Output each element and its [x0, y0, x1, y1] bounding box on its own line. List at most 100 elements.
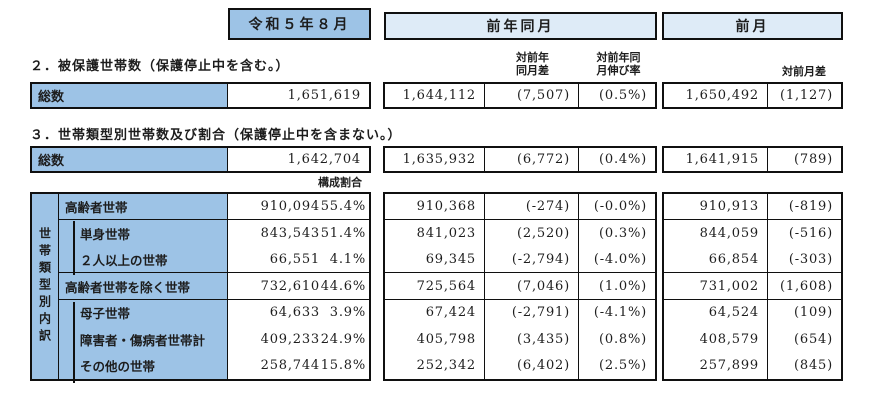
- prev-month-count-cell: 844,059: [664, 220, 768, 247]
- share-cell: 51.4%: [320, 226, 366, 242]
- prev-year-diff-cell: (7,507): [485, 84, 579, 107]
- column-header-prev-month-diff: 対前月差: [782, 65, 826, 78]
- prev-year-count-cell: 725,564: [385, 273, 485, 299]
- current-count-cell: 910,094: [260, 199, 320, 215]
- table-row: 69,345 (-2,794) (-4.0%): [385, 246, 655, 274]
- share-cell: 44.6%: [320, 278, 366, 294]
- table-row: 252,342 (6,402) (2.5%): [385, 352, 655, 379]
- prev-year-rate-cell: (-4.1%): [593, 305, 647, 321]
- current-count-cell: 1,642,704: [287, 152, 361, 167]
- prev-year-rate-cell: (0.3%): [599, 226, 647, 242]
- prev-month-count-cell: 731,002: [664, 273, 768, 299]
- row-label: 高齢者世帯を除く世帯: [59, 273, 228, 299]
- table-row: 731,002 (1,608): [664, 273, 841, 300]
- prev-year-diff-cell: (2,520): [485, 220, 579, 247]
- prev-year-diff-cell: (-2,794): [485, 246, 579, 273]
- current-count-cell: 843,543: [260, 226, 320, 242]
- prev-year-diff-cell: (7,046): [485, 273, 579, 299]
- prev-year-rate-cell: (2.5%): [599, 358, 647, 374]
- section3-prev-month-block: 1,641,915 (789): [662, 146, 843, 173]
- prev-month-diff-cell: (-819): [788, 199, 833, 215]
- prev-year-count-cell: 910,368: [385, 194, 485, 220]
- share-cell: 24.9%: [320, 331, 366, 347]
- table-row: 67,424 (-2,791) (-4.1%): [385, 299, 655, 327]
- row-label: 高齢者世帯: [59, 194, 228, 220]
- table-row: 725,564 (7,046) (1.0%): [385, 273, 655, 300]
- prev-month-count-cell: 910,913: [664, 194, 768, 220]
- prev-month-diff-cell: (1,608): [780, 278, 833, 294]
- current-count-cell: 409,233: [260, 331, 320, 347]
- prev-month-count-cell: 66,854: [664, 246, 768, 273]
- share-cell: 15.8%: [320, 358, 366, 374]
- prev-year-diff-cell: (6,772): [485, 148, 579, 171]
- current-count-cell: 258,744: [260, 358, 320, 374]
- prev-month-diff-cell: (845): [794, 358, 833, 374]
- row-label: ２人以上の世帯: [59, 246, 228, 273]
- share-cell: 4.1%: [329, 252, 366, 268]
- column-header-prev-year-rate: 対前年同 月伸び率: [596, 51, 641, 77]
- current-count-cell: 732,610: [260, 278, 320, 294]
- current-count-cell: 1,651,619: [287, 88, 361, 103]
- prev-year-diff-cell: (-2,791): [485, 299, 579, 327]
- prev-year-count-cell: 67,424: [385, 299, 485, 327]
- prev-month-diff-cell: (-516): [788, 226, 833, 242]
- table-row: 単身世帯 843,543 51.4%: [59, 220, 369, 247]
- row-label: 単身世帯: [59, 220, 228, 247]
- section2-total-row: 総数 1,651,619: [30, 82, 371, 109]
- table-row: その他の世帯 258,744 15.8%: [59, 352, 369, 379]
- total-row-label: 総数: [32, 148, 228, 171]
- prev-year-diff-cell: (3,435): [485, 326, 579, 353]
- prev-year-rate-cell: (0.4%): [599, 152, 647, 167]
- table-row: 405,798 (3,435) (0.8%): [385, 326, 655, 353]
- nested-group-border: [73, 221, 75, 275]
- table-row: 408,579 (654): [664, 326, 841, 353]
- prev-year-rate-cell: (-4.0%): [593, 252, 647, 268]
- row-label: その他の世帯: [59, 352, 228, 379]
- prev-year-rate-cell: (0.5%): [599, 88, 647, 103]
- breakdown-side-label-text: 世帯類型別内訳: [37, 227, 52, 346]
- section3-title: ３．世帯類型別世帯数及び割合（保護停止中を含まない。）: [30, 128, 402, 143]
- prev-month-count-cell: 257,899: [664, 352, 768, 379]
- table-row: ２人以上の世帯 66,551 4.1%: [59, 246, 369, 274]
- period-header-previous-year-same-month: 前年同月: [384, 12, 657, 40]
- prev-month-diff-cell: (789): [794, 152, 833, 167]
- table-row: 841,023 (2,520) (0.3%): [385, 220, 655, 247]
- prev-month-count-cell: 408,579: [664, 326, 768, 353]
- prev-year-rate-cell: (-0.0%): [593, 199, 647, 215]
- prev-month-count-cell: 64,524: [664, 299, 768, 327]
- prev-month-diff-cell: (-303): [788, 252, 833, 268]
- prev-year-rate-cell: (0.8%): [599, 331, 647, 347]
- prev-year-count-cell: 841,023: [385, 220, 485, 247]
- prev-year-diff-cell: (6,402): [485, 352, 579, 379]
- period-header-previous-month: 前月: [662, 12, 843, 40]
- section2-title: ２．被保護世帯数（保護停止中を含む。）: [30, 59, 290, 74]
- column-header-composition-ratio: 構成割合: [318, 176, 362, 189]
- current-count-cell: 66,551: [269, 252, 320, 268]
- row-label: 障害者・傷病者世帯計: [59, 326, 228, 353]
- current-count-cell: 64,633: [269, 305, 320, 321]
- prev-year-count-cell: 69,345: [385, 246, 485, 273]
- table-row: 257,899 (845): [664, 352, 841, 379]
- prev-year-rate-cell: (1.0%): [599, 278, 647, 294]
- prev-month-diff-cell: (1,127): [780, 88, 833, 103]
- prev-year-count-cell: 405,798: [385, 326, 485, 353]
- section2-prev-month-block: 1,650,492 (1,127): [662, 82, 843, 109]
- breakdown-table-label-current-block: 世帯類型別内訳 高齢者世帯 910,094 55.4% 単身世帯 843,543 5…: [30, 192, 371, 383]
- prev-month-count-cell: 1,650,492: [664, 84, 768, 107]
- breakdown-table-prev-month-block: 910,913 (-819) 844,059 (-516) 66,854 (-3…: [662, 192, 843, 381]
- table-row: 910,368 (-274) (-0.0%): [385, 194, 655, 221]
- period-header-current-month: 令和５年８月: [228, 8, 371, 40]
- section3-prev-year-block: 1,635,932 (6,772) (0.4%): [383, 146, 657, 173]
- prev-year-count-cell: 1,635,932: [385, 148, 485, 171]
- nested-group-border: [73, 302, 75, 383]
- table-row: 障害者・傷病者世帯計 409,233 24.9%: [59, 326, 369, 353]
- section3-total-row: 総数 1,642,704: [30, 146, 371, 173]
- breakdown-table-prev-year-block: 910,368 (-274) (-0.0%) 841,023 (2,520) (…: [383, 192, 657, 381]
- prev-month-diff-cell: (654): [794, 331, 833, 347]
- share-cell: 55.4%: [320, 199, 366, 215]
- section2-prev-year-block: 1,644,112 (7,507) (0.5%): [383, 82, 657, 109]
- table-row: 66,854 (-303): [664, 246, 841, 274]
- prev-month-count-cell: 1,641,915: [664, 148, 768, 171]
- column-header-prev-year-diff: 対前年 同月差: [516, 51, 549, 77]
